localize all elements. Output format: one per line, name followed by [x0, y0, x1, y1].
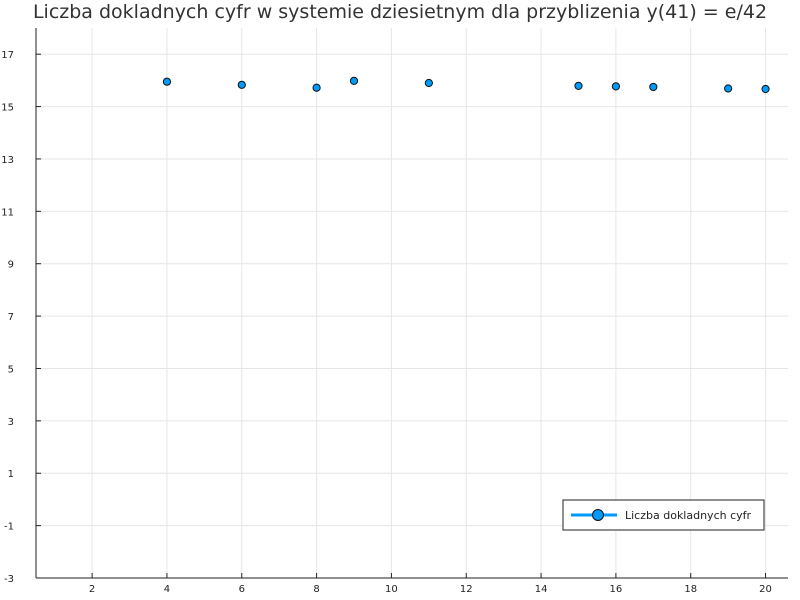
x-tick-label: 16 [610, 584, 623, 595]
data-point [312, 83, 321, 92]
y-tick-label: 5 [8, 364, 14, 375]
y-tick-label: -1 [4, 522, 14, 533]
x-tick-label: 14 [535, 584, 548, 595]
y-tick-label: 15 [1, 103, 14, 114]
y-tick-label: 9 [8, 260, 14, 271]
data-points [162, 76, 770, 94]
chart-title: Liczba dokladnych cyfr w systemie dziesi… [32, 1, 768, 23]
y-tick-label: -3 [4, 574, 14, 585]
x-tick-label: 20 [759, 584, 772, 595]
y-tick-label: 11 [1, 207, 14, 218]
grid-lines [36, 28, 788, 579]
axes [35, 28, 788, 579]
x-tick-label: 4 [164, 584, 170, 595]
y-tick-label: 7 [8, 312, 14, 323]
data-point [424, 78, 433, 88]
x-tick-label: 10 [385, 584, 398, 595]
data-point [611, 82, 621, 91]
y-tick-label: 3 [8, 417, 14, 428]
y-tick-label: 1 [8, 469, 14, 480]
y-tick-label: 13 [1, 155, 14, 166]
legend: Liczba dokladnych cyfr [562, 499, 765, 531]
data-point [349, 76, 359, 86]
data-point [162, 77, 172, 86]
data-point [574, 81, 583, 90]
data-point [237, 80, 246, 89]
legend-label: Liczba dokladnych cyfr [625, 509, 752, 522]
x-tick-label: 18 [684, 584, 697, 595]
y-tick-label: 17 [1, 50, 14, 61]
data-point [649, 82, 658, 92]
x-tick-label: 12 [460, 584, 473, 595]
x-tick-label: 8 [313, 584, 319, 595]
legend-marker [592, 509, 604, 521]
data-point [761, 84, 770, 94]
data-point [724, 84, 733, 93]
x-tick-label: 2 [89, 584, 95, 595]
x-tick-label: 6 [239, 584, 245, 595]
